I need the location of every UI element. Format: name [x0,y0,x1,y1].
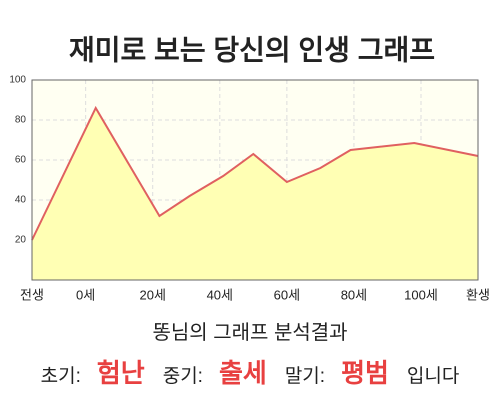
line [31,105,479,241]
x-tick-label: 80세 [341,287,367,302]
stage-value: 험난 [96,358,145,388]
chart-title: 재미로 보는 당신의 인생 그래프 [69,34,435,65]
stage-label: 초기: [40,366,81,387]
summary-suffix: 입니다 [406,366,460,387]
stage-label: 중기: [162,366,203,387]
x-tick-label: 100세 [404,287,438,302]
y-tick-label: 80 [15,115,27,126]
y-tick-label: 60 [15,155,27,166]
y-tick-label: 100 [9,75,26,86]
x-tick-label: 전생 [20,287,44,302]
x-tick-label: 환생 [466,287,490,302]
x-tick-label: 20세 [140,287,166,302]
x-tick-label: 60세 [274,287,300,302]
area [32,108,478,280]
stage-label: 말기: [284,366,326,387]
x-tick-label: 0세 [76,287,95,302]
stage-value: 평범 [341,358,389,388]
y-tick-label: 40 [15,195,27,206]
summary-row: 초기: 험난 중기: 출세 말기: 평범 입니다 [0,353,500,390]
summary-heading: 똥님의 그래프 분석결과 [152,322,348,344]
y-tick-label: 20 [15,235,27,246]
x-tick-label: 40세 [207,287,233,302]
stage-value: 출세 [218,358,267,388]
summary: 똥님의 그래프 분석결과 초기: 험난 중기: 출세 말기: 평범 입니다 [0,316,500,390]
chart: 재미로 보는 당신의 인생 그래프 20 40 60 80 100 전생 0세 20세 40세 6… [9,34,490,302]
plot-border [31,79,479,281]
